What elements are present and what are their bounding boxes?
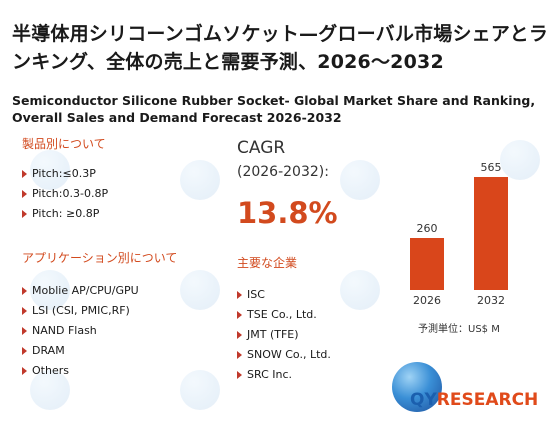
list-item: Others <box>22 361 139 381</box>
watermark-globe <box>180 160 220 200</box>
unit-label: 予測単位：US$ M <box>418 324 500 335</box>
by-application-list: Moblie AP/CPU/GPU LSI (CSI, PMIC,RF) NAN… <box>22 281 139 381</box>
list-item: TSE Co., Ltd. <box>237 305 331 325</box>
page-subtitle: Semiconductor Silicone Rubber Socket- Gl… <box>12 93 536 125</box>
list-item: Pitch: ≥0.8P <box>22 204 108 224</box>
companies-list: ISC TSE Co., Ltd. JMT (TFE) SNOW Co., Lt… <box>237 285 331 385</box>
watermark-globe <box>180 270 220 310</box>
bar-chart: 260 2026 565 2032 <box>400 160 530 310</box>
globe-icon <box>392 362 442 412</box>
cagr-period: (2026-2032): <box>237 164 329 180</box>
cagr-label: CAGR <box>237 138 286 158</box>
list-item: Moblie AP/CPU/GPU <box>22 281 139 301</box>
companies-heading: 主要な企業 <box>237 256 298 270</box>
cagr-value: 13.8% <box>237 196 338 230</box>
list-item: SRC Inc. <box>237 365 331 385</box>
bar-value-label: 565 <box>480 161 502 174</box>
bar-value-label: 260 <box>416 222 438 235</box>
watermark-globe <box>30 270 70 310</box>
x-tick-label: 2026 <box>413 294 441 307</box>
list-item: Pitch:≤0.3P <box>22 164 108 184</box>
watermark-globe <box>500 140 540 180</box>
by-application-heading: アプリケーション別について <box>22 251 178 265</box>
watermark-globe <box>340 160 380 200</box>
list-item: JMT (TFE) <box>237 325 331 345</box>
list-item: NAND Flash <box>22 321 139 341</box>
x-tick-label: 2032 <box>477 294 505 307</box>
watermark-globe <box>30 370 70 410</box>
list-item: DRAM <box>22 341 139 361</box>
list-item: SNOW Co., Ltd. <box>237 345 331 365</box>
list-item: LSI (CSI, PMIC,RF) <box>22 301 139 321</box>
by-product-list: Pitch:≤0.3P Pitch:0.3-0.8P Pitch: ≥0.8P <box>22 164 108 224</box>
by-product-heading: 製品別について <box>22 137 106 151</box>
qyresearch-logo: QYRESEARCH <box>392 362 542 432</box>
logo-text: QYRESEARCH <box>410 390 539 410</box>
watermark-globe <box>180 370 220 410</box>
bar-2032 <box>474 177 508 290</box>
bar-2026 <box>410 238 444 290</box>
list-item: ISC <box>237 285 331 305</box>
watermark-globe <box>30 150 70 190</box>
page-title: 半導体用シリコーンゴムソケット—グローバル市場シェアとランキング、全体の売上と需… <box>12 23 549 73</box>
watermark-globe <box>340 270 380 310</box>
list-item: Pitch:0.3-0.8P <box>22 184 108 204</box>
